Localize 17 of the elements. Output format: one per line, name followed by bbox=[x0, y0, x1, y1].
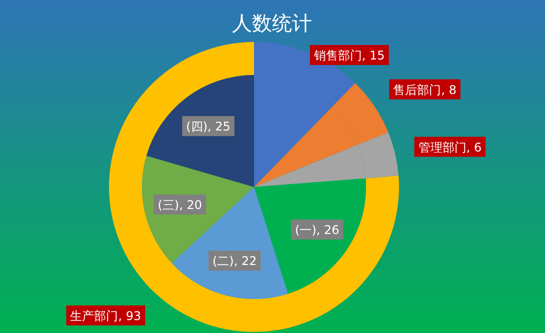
data-label: , 26 bbox=[316, 223, 340, 238]
slice-label: (二) bbox=[212, 254, 234, 268]
data-label: , 15 bbox=[362, 48, 385, 62]
slice-label: 管理部门 bbox=[418, 140, 466, 154]
slice-label: 售后部门 bbox=[393, 82, 442, 97]
data-label: , 22 bbox=[234, 254, 257, 268]
chart-title: 人数统计 bbox=[232, 11, 312, 35]
data-label: , 20 bbox=[179, 198, 202, 212]
data-label: , 93 bbox=[118, 308, 142, 323]
slice-label: (一) bbox=[295, 223, 316, 238]
data-label: , 25 bbox=[208, 120, 230, 134]
data-label: , 8 bbox=[441, 82, 456, 97]
slice-label: (四) bbox=[186, 120, 208, 134]
slice-label: 生产部门 bbox=[70, 308, 118, 323]
slice-label: (三) bbox=[158, 198, 180, 212]
slice-label: 销售部门 bbox=[312, 48, 362, 62]
data-label: , 6 bbox=[466, 140, 482, 154]
